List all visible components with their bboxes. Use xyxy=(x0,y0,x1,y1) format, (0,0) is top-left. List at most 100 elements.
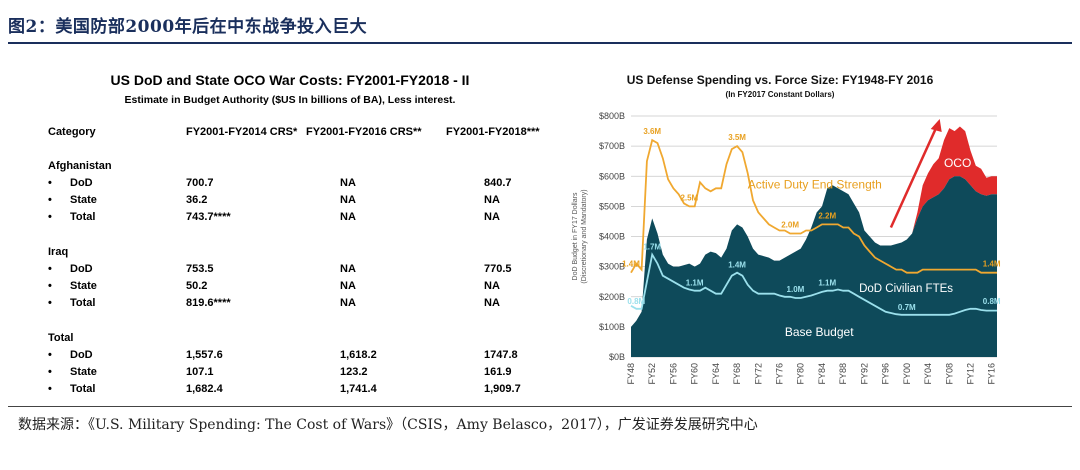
x-tick-label: FY56 xyxy=(668,363,678,385)
x-tick-label: FY52 xyxy=(647,363,657,385)
value-cell: 107.1 xyxy=(186,366,214,378)
bullet: • xyxy=(48,297,52,309)
civilian-ftes-label: DoD Civilian FTEs xyxy=(859,283,953,295)
row-label: DoD xyxy=(70,263,93,275)
y-tick-label: $600B xyxy=(599,171,625,181)
bullet: • xyxy=(48,366,52,378)
data-label: 1.7M xyxy=(643,243,661,252)
y-axis-label: (Discretionary and Mandatory) xyxy=(581,189,588,283)
y-tick-label: $700B xyxy=(599,141,625,151)
value-cell: NA xyxy=(484,194,500,206)
data-label: 3.6M xyxy=(643,127,661,136)
value-cell: 819.6**** xyxy=(186,297,231,309)
value-cell: NA xyxy=(340,177,356,189)
row-label: DoD xyxy=(70,177,93,189)
data-label: 1.0M xyxy=(787,285,805,294)
x-tick-label: FY92 xyxy=(859,363,869,385)
y-tick-label: $100B xyxy=(599,322,625,332)
base-budget-label: Base Budget xyxy=(785,325,854,339)
value-cell: 1,557.6 xyxy=(186,349,223,361)
x-tick-label: FY64 xyxy=(711,363,721,385)
active-duty-label: Active Duty End Strength xyxy=(748,177,882,191)
value-cell: NA xyxy=(340,211,356,223)
data-label: 1.4M xyxy=(622,260,640,269)
y-axis-label: DoD Budget in FY17 Dollars xyxy=(572,192,579,280)
x-tick-label: FY12 xyxy=(965,363,975,385)
y-tick-label: $300B xyxy=(599,262,625,272)
x-tick-label: FY76 xyxy=(775,363,785,385)
row-label: Total xyxy=(70,297,96,309)
y-tick-label: $200B xyxy=(599,292,625,302)
oco-area xyxy=(912,126,997,234)
x-tick-label: FY04 xyxy=(923,363,933,385)
value-cell: NA xyxy=(484,297,500,309)
value-cell: NA xyxy=(340,280,356,292)
bullet: • xyxy=(48,349,52,361)
data-label: 2.5M xyxy=(680,193,698,202)
bullet: • xyxy=(48,177,52,189)
x-tick-label: FY08 xyxy=(944,363,954,385)
x-tick-label: FY68 xyxy=(732,363,742,385)
row-label: Total xyxy=(70,383,96,395)
value-cell: NA xyxy=(484,280,500,292)
active-duty-line xyxy=(630,138,997,274)
oco-label: OCO xyxy=(944,156,971,170)
value-cell: 770.5 xyxy=(484,263,512,275)
oco-arrow-head xyxy=(930,119,942,133)
y-tick-label: $400B xyxy=(599,232,625,242)
footer-rule xyxy=(8,406,1072,407)
value-cell: 700.7 xyxy=(186,177,214,189)
table-subtitle: Estimate in Budget Authority ($US In bil… xyxy=(124,94,456,106)
header-cell: FY2001-FY2014 CRS* xyxy=(186,126,298,138)
value-cell: 1,618.2 xyxy=(340,349,377,361)
row-label: State xyxy=(70,280,97,292)
section-name: Iraq xyxy=(48,246,69,258)
section-name: Afghanistan xyxy=(48,160,112,172)
data-label: 1.1M xyxy=(686,279,704,288)
bullet: • xyxy=(48,263,52,275)
defense-spending-chart: $0B $100B $200B $300B $400B $500B $600B $700B $8… xyxy=(572,111,1001,385)
title-rule xyxy=(8,42,1072,44)
y-tick-label: $0B xyxy=(609,352,625,362)
data-label: 1.1M xyxy=(818,279,836,288)
row-label: Total xyxy=(70,211,96,223)
table-title: US DoD and State OCO War Costs: FY2001-F… xyxy=(110,72,470,88)
data-label: 1.4M xyxy=(983,260,1001,269)
oco-arrow xyxy=(889,127,938,228)
base-budget-area xyxy=(631,176,997,357)
row-label: State xyxy=(70,194,97,206)
section-name: Total xyxy=(48,332,74,344)
x-tick-label: FY96 xyxy=(881,363,891,385)
data-label: 0.8M xyxy=(627,297,645,306)
value-cell: NA xyxy=(340,263,356,275)
value-cell: 50.2 xyxy=(186,280,208,292)
x-tick-label: FY88 xyxy=(838,363,848,385)
source-note: 数据来源：《U.S. Military Spending: The Cost o… xyxy=(18,417,758,433)
figure-title: 图2：美国防部2000年后在中东战争投入巨大 xyxy=(8,17,368,37)
value-cell: 1,909.7 xyxy=(484,383,521,395)
bullet: • xyxy=(48,383,52,395)
data-label: 2.2M xyxy=(818,211,836,220)
chart-title: US Defense Spending vs. Force Size: FY19… xyxy=(626,73,934,87)
value-cell: 1,682.4 xyxy=(186,383,223,395)
x-tick-label: FY84 xyxy=(817,363,827,385)
row-label: State xyxy=(70,366,97,378)
header-cell: FY2001-FY2016 CRS** xyxy=(306,126,422,138)
data-label: 1.4M xyxy=(728,261,746,270)
data-label: 0.8M xyxy=(983,297,1001,306)
data-label: 0.7M xyxy=(898,303,916,312)
x-tick-label: FY72 xyxy=(753,363,763,385)
value-cell: NA xyxy=(484,211,500,223)
data-label: 2.0M xyxy=(781,220,799,229)
x-tick-label: FY16 xyxy=(987,363,997,385)
value-cell: 743.7**** xyxy=(186,211,231,223)
header-cell: Category xyxy=(48,126,96,138)
value-cell: 1,741.4 xyxy=(340,383,377,395)
bullet: • xyxy=(48,194,52,206)
bullet: • xyxy=(48,280,52,292)
x-tick-label: FY80 xyxy=(796,363,806,385)
x-tick-label: FY00 xyxy=(902,363,912,385)
value-cell: 840.7 xyxy=(484,177,512,189)
value-cell: NA xyxy=(340,297,356,309)
civilian-ftes-line xyxy=(630,252,997,316)
